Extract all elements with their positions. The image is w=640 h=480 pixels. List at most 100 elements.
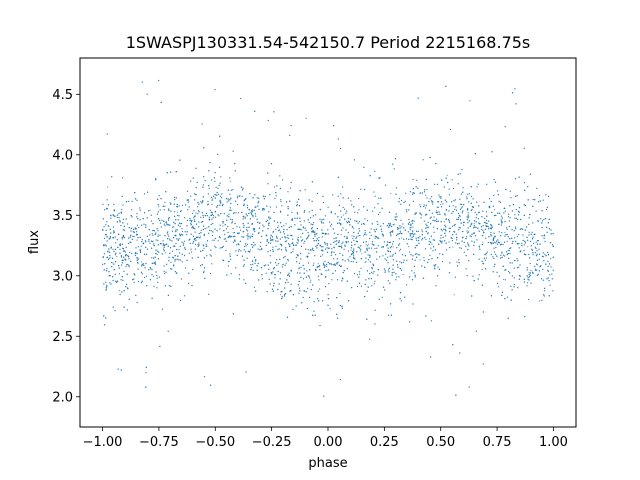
- data-point: [122, 229, 124, 231]
- data-point: [204, 180, 206, 182]
- data-point: [541, 226, 543, 229]
- data-point: [507, 216, 510, 218]
- data-point: [423, 260, 425, 262]
- data-point: [208, 216, 210, 218]
- data-point: [261, 278, 263, 280]
- data-point: [361, 253, 363, 255]
- data-point: [313, 262, 315, 264]
- data-point: [151, 257, 153, 259]
- data-point: [493, 265, 495, 267]
- data-point: [105, 281, 107, 283]
- data-point: [325, 269, 327, 272]
- data-point: [219, 195, 221, 197]
- data-point: [278, 248, 280, 250]
- data-point: [343, 270, 345, 272]
- data-point: [356, 285, 359, 288]
- data-point: [167, 219, 170, 221]
- data-point: [208, 293, 210, 295]
- data-point: [350, 254, 353, 256]
- data-point: [285, 250, 288, 252]
- data-point: [319, 325, 321, 327]
- data-point: [106, 133, 108, 135]
- data-point: [215, 246, 217, 249]
- data-point: [182, 244, 184, 246]
- data-point: [439, 253, 441, 255]
- data-point: [506, 251, 508, 253]
- data-point: [521, 245, 523, 247]
- data-point: [164, 201, 166, 203]
- data-point: [513, 230, 515, 232]
- data-point: [224, 238, 227, 240]
- data-point: [186, 234, 188, 236]
- data-point: [129, 251, 131, 253]
- data-point: [140, 245, 142, 247]
- data-point: [518, 247, 520, 249]
- data-point: [156, 213, 159, 215]
- data-point: [370, 234, 372, 236]
- data-point: [296, 205, 298, 207]
- data-point: [526, 285, 528, 287]
- data-point: [461, 212, 463, 214]
- data-point: [331, 279, 333, 281]
- data-point: [234, 240, 236, 242]
- data-point: [439, 196, 441, 198]
- data-point: [485, 219, 488, 221]
- data-point: [533, 242, 535, 245]
- data-point: [202, 228, 204, 231]
- data-point: [305, 117, 307, 119]
- data-point: [412, 191, 414, 194]
- data-point: [374, 170, 376, 172]
- data-point: [230, 258, 232, 260]
- data-point: [443, 186, 445, 188]
- data-point: [436, 206, 438, 208]
- data-point: [330, 243, 332, 245]
- data-point: [461, 168, 463, 171]
- data-point: [433, 216, 435, 218]
- data-point: [370, 278, 372, 280]
- data-point: [253, 245, 255, 247]
- data-point: [426, 197, 428, 199]
- data-point: [330, 212, 332, 214]
- data-point: [416, 179, 418, 181]
- data-point: [549, 274, 551, 276]
- data-point: [542, 199, 544, 201]
- data-point: [198, 226, 200, 228]
- data-point: [484, 259, 486, 261]
- data-point: [256, 197, 258, 199]
- data-point: [237, 195, 239, 197]
- data-point: [532, 198, 534, 201]
- data-point: [541, 299, 543, 301]
- data-point: [311, 227, 313, 229]
- data-point: [526, 275, 528, 277]
- data-point: [112, 248, 114, 250]
- data-point: [353, 228, 355, 230]
- data-point: [423, 204, 425, 206]
- data-point: [277, 230, 279, 232]
- data-point: [277, 221, 279, 223]
- data-point: [456, 239, 458, 241]
- data-point: [482, 363, 484, 365]
- data-point: [290, 219, 293, 221]
- data-point: [486, 183, 488, 185]
- data-point: [459, 173, 461, 175]
- data-point: [374, 237, 376, 239]
- data-point: [424, 237, 426, 239]
- data-point: [296, 241, 298, 243]
- data-point: [408, 221, 411, 223]
- data-point: [268, 224, 270, 226]
- data-point: [186, 199, 188, 201]
- data-point: [267, 183, 269, 185]
- data-point: [254, 194, 256, 196]
- data-point: [141, 81, 143, 83]
- data-point: [475, 330, 477, 332]
- data-point: [183, 295, 186, 297]
- data-point: [440, 197, 442, 199]
- data-point: [542, 252, 544, 254]
- data-point: [547, 277, 549, 279]
- data-point: [373, 244, 375, 246]
- data-point: [185, 204, 187, 206]
- data-point: [219, 228, 221, 230]
- data-point: [527, 246, 529, 248]
- data-point: [244, 217, 246, 219]
